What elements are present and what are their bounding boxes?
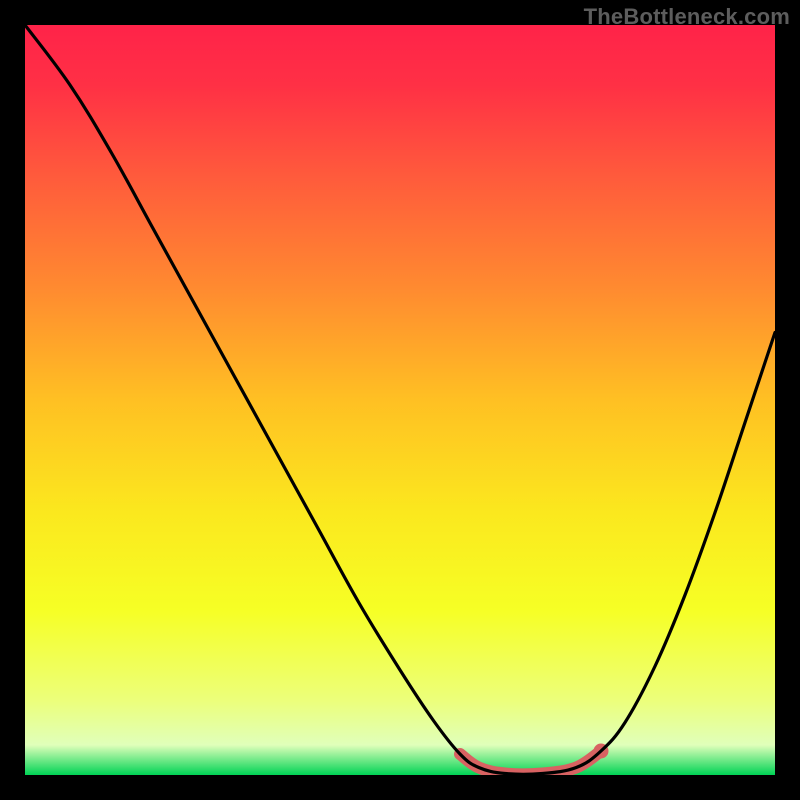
chart-frame: TheBottleneck.com [0,0,800,800]
bottleneck-curve-chart [0,0,800,800]
watermark-text: TheBottleneck.com [584,4,790,30]
gradient-background [25,25,775,775]
